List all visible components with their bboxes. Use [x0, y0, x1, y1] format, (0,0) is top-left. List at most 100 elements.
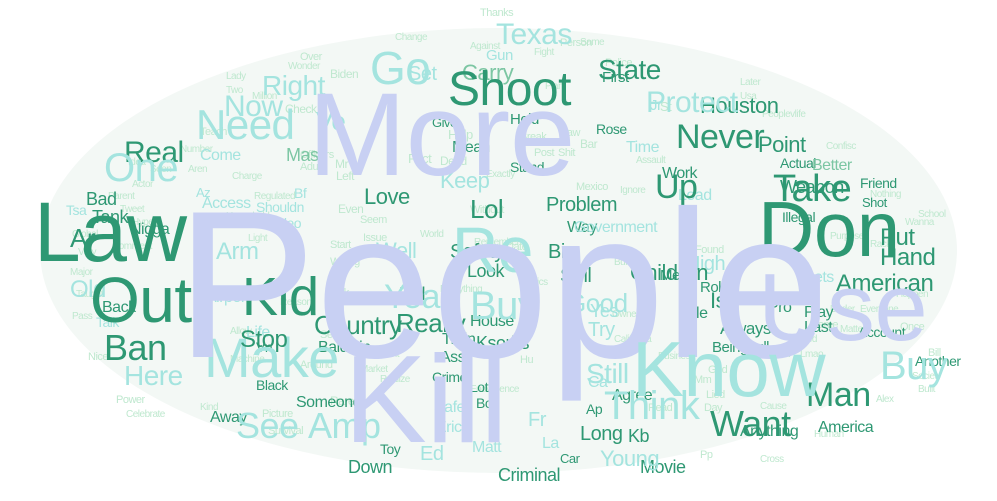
word-machine: Machine	[230, 354, 265, 365]
word-want: Want	[710, 403, 791, 444]
word-look: Look	[467, 261, 505, 281]
word-go: Go	[370, 42, 431, 94]
word-wanna: Wanna	[905, 217, 934, 228]
word-wrong: Wrong	[330, 256, 360, 268]
word-cross: Cross	[760, 454, 784, 465]
word-date: Date	[506, 241, 528, 253]
word-arm: Arm	[216, 238, 259, 265]
word-fight: Fight	[534, 47, 554, 58]
word-read: Read	[648, 402, 673, 414]
word-still: Still	[586, 358, 629, 389]
word-vn: Vn	[256, 339, 273, 355]
word-hand: Hand	[880, 244, 936, 271]
word-kind: Kind	[200, 402, 219, 413]
word-love: Love	[364, 184, 410, 209]
word-weapon: Weapon	[780, 177, 844, 197]
word-mean: Mean	[452, 139, 491, 156]
word-usa: Usa	[740, 91, 757, 102]
word-break: Break	[520, 131, 547, 143]
word-toy: Toy	[380, 441, 401, 457]
word-black: Black	[256, 377, 288, 393]
word-assault: Assault	[636, 155, 666, 166]
word-crime: Crime	[432, 369, 467, 385]
word-alex: Alex	[876, 394, 894, 405]
word-confisc: Confisc	[826, 141, 856, 152]
word-law: Law	[34, 185, 187, 279]
word-issue: Issue	[363, 232, 387, 244]
word-keep: Keep	[440, 168, 490, 193]
word-teach: Teach	[200, 126, 227, 138]
word-american: American	[836, 270, 934, 297]
word-long: Long	[580, 423, 623, 445]
word-even: Even	[338, 202, 364, 216]
word-mexico: Mexico	[576, 181, 608, 193]
word-officers: Officers	[300, 149, 334, 161]
word-ve: Ve	[316, 106, 346, 136]
word-hyped: Hyped	[132, 217, 159, 228]
word-tsa: Tsa	[66, 202, 87, 218]
word-give: Give	[432, 115, 457, 130]
word-market: Market	[360, 364, 388, 375]
word-number: Number	[180, 144, 213, 155]
word-year: Year	[384, 278, 451, 316]
word-per: Post	[534, 147, 555, 159]
word-anything: Anything	[740, 423, 799, 440]
word-everyone: Everyone	[860, 304, 899, 315]
word-exactly: Exactly	[486, 169, 515, 180]
word-put: Put	[880, 224, 915, 251]
word-access: Access	[202, 195, 251, 212]
word-aren: Aren	[188, 164, 208, 175]
word-bad: Bad	[86, 189, 117, 209]
word-rose: Rose	[596, 121, 627, 137]
word-sell: Sell	[560, 265, 592, 287]
word-two: Two	[226, 85, 243, 96]
word-buy: Buy	[880, 344, 948, 388]
word-tweet: Tweet	[120, 204, 145, 215]
word-load: Load	[678, 187, 712, 204]
word-mm: Mm	[694, 374, 712, 386]
word-state: State	[598, 54, 661, 85]
word-house: House	[470, 313, 514, 330]
word-seem: Seem	[360, 214, 387, 226]
word-gun-small: Gun	[486, 47, 513, 64]
word-hu: Hu	[520, 354, 534, 366]
word-society: Society	[912, 371, 942, 382]
word-household: Household	[226, 211, 270, 222]
word-comment: Comment	[112, 241, 152, 252]
word-over: Over	[300, 51, 322, 63]
word-idea: Idea	[128, 157, 146, 168]
word-million: Million	[252, 91, 277, 102]
word-pp: Pp	[700, 449, 713, 461]
word-ap: Ap	[586, 401, 603, 417]
word-tell: Tell	[400, 284, 426, 304]
word-agree: Agree	[612, 387, 653, 404]
word-light: Light	[248, 233, 268, 244]
word-nigga: Nigga	[130, 221, 170, 238]
word-think: Think	[604, 384, 700, 428]
word-help: Help	[448, 127, 473, 142]
word-matter: Matter	[840, 324, 866, 335]
word-folk: Folk	[330, 287, 349, 299]
word-video: Video	[268, 215, 302, 231]
word-power: Power	[116, 394, 145, 406]
word-bill: Bill	[928, 347, 941, 359]
word-train: Train	[442, 331, 476, 348]
word-safety: Safety	[450, 241, 504, 263]
word-take: Take	[773, 168, 852, 210]
word-actual: Actual	[780, 155, 816, 171]
word-life: Life	[246, 324, 270, 341]
word-bullets: Bullets	[614, 257, 641, 268]
word-reason: Reason	[280, 297, 312, 308]
word-major: Major	[70, 267, 93, 278]
word-secure: Secure	[320, 329, 352, 341]
word-up: Up	[655, 168, 698, 206]
word-bf: Bf	[294, 185, 307, 201]
word-very: Very	[78, 247, 97, 258]
word-biden: Biden	[330, 67, 359, 81]
word-last: Last	[804, 319, 833, 336]
word-problem: Problem	[546, 194, 617, 216]
word-need: Need	[196, 101, 295, 148]
word-la: La	[542, 435, 559, 452]
word-kid: Kid	[242, 267, 319, 327]
word-tank: Tank	[92, 207, 129, 227]
